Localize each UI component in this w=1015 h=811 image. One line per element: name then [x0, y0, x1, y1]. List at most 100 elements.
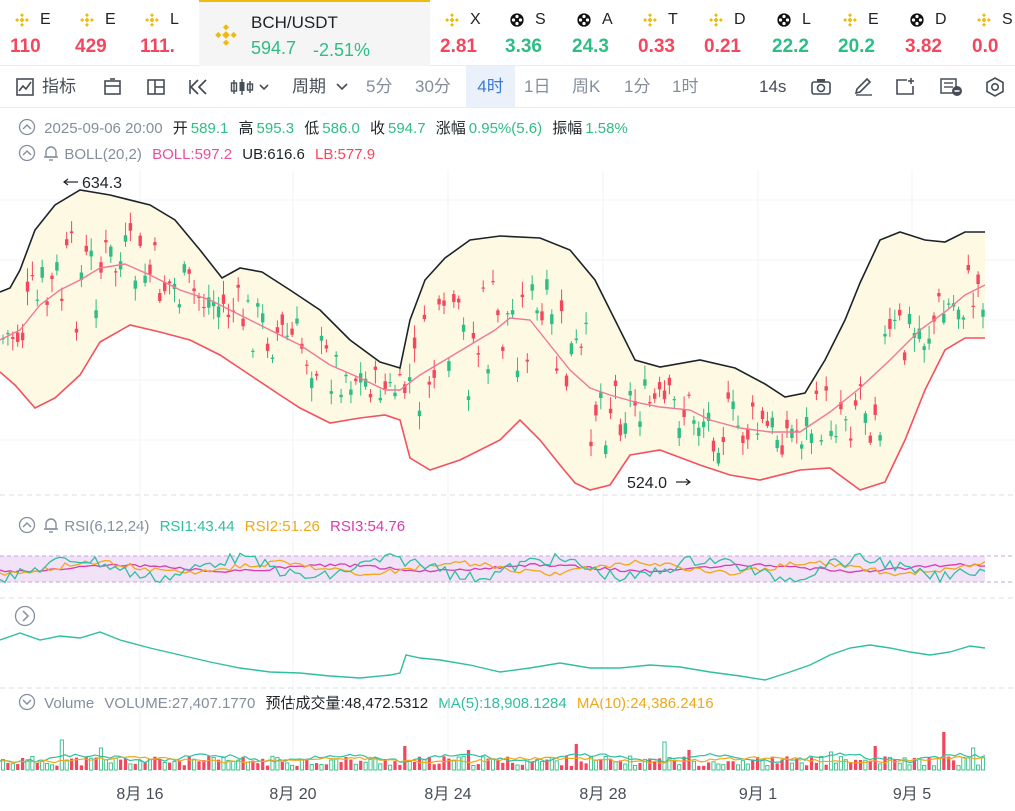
- interval-1m[interactable]: 1分: [624, 77, 651, 96]
- candle-body: [339, 394, 343, 398]
- candle-body: [535, 310, 539, 314]
- volume-bar: [511, 762, 515, 770]
- candle-body: [172, 283, 177, 290]
- ticker-item[interactable]: S 3.36: [495, 0, 562, 66]
- indicators-label: 指标: [42, 77, 76, 96]
- candle-body: [349, 389, 353, 395]
- volume-bar: [917, 758, 922, 771]
- candle-body: [613, 380, 618, 387]
- candle-body: [657, 382, 662, 390]
- volume-bar: [677, 764, 682, 771]
- ticker-item[interactable]: E 20.2: [828, 0, 895, 66]
- volume-bar: [147, 758, 153, 771]
- candle-body: [697, 427, 701, 436]
- volume-bar: [936, 758, 941, 771]
- ticker-item[interactable]: A 24.3: [562, 0, 628, 66]
- interval-1d[interactable]: 1日: [524, 77, 551, 96]
- replay-button[interactable]: [188, 66, 210, 107]
- volume-bar: [593, 759, 598, 771]
- bnb-icon: [843, 13, 857, 27]
- interval-4h[interactable]: 4时: [466, 66, 515, 107]
- volume-bar: [854, 759, 858, 770]
- ticker-price: 0.0: [972, 36, 999, 57]
- screenshot-button[interactable]: [810, 66, 832, 107]
- ticker-item[interactable]: S 0.0: [962, 0, 1015, 66]
- volume-bar: [868, 760, 872, 770]
- candle-body: [961, 317, 966, 320]
- ticker-item[interactable]: D 0.21: [694, 0, 762, 66]
- candle-body: [878, 435, 882, 441]
- candle-body: [452, 294, 456, 302]
- volume-bar: [456, 756, 461, 771]
- volume-bar: [266, 765, 270, 770]
- candle-body: [99, 262, 103, 273]
- collapse-icon[interactable]: [18, 693, 36, 711]
- alpha-icon: [510, 13, 524, 27]
- interval-1h[interactable]: 1时: [672, 77, 699, 96]
- interval-1w[interactable]: 周K: [572, 77, 601, 96]
- volume-bar: [873, 746, 877, 770]
- candle-body: [785, 419, 789, 429]
- candle-body: [574, 338, 578, 341]
- volume-bar: [765, 765, 770, 771]
- candle-body: [197, 296, 201, 298]
- ticker-item[interactable]: E 110: [0, 0, 65, 66]
- interval-30m[interactable]: 30分: [415, 77, 451, 96]
- ticker-item[interactable]: T 0.33: [628, 0, 694, 66]
- add-indicator-button[interactable]: [895, 66, 917, 107]
- candle-body: [819, 440, 823, 442]
- collapse-icon[interactable]: [18, 144, 36, 162]
- volume-bar: [98, 747, 104, 771]
- ticker-symbol: S: [535, 11, 546, 28]
- volume-bar: [535, 759, 540, 771]
- amplitude-label: 振幅: [552, 120, 583, 137]
- settings-button[interactable]: [984, 66, 1006, 107]
- candle-body: [305, 364, 309, 366]
- candle-body: [809, 433, 814, 444]
- boll-mid-value: BOLL:597.2: [152, 146, 233, 163]
- high-marker-arrow: [63, 178, 69, 186]
- multi-chart-button[interactable]: [146, 66, 166, 107]
- alpha-icon: [910, 13, 924, 27]
- volume-bar: [59, 739, 64, 771]
- volume-bar: [931, 765, 937, 771]
- interval-5m[interactable]: 5分: [366, 77, 393, 96]
- collapse-icon[interactable]: [18, 516, 36, 534]
- indicators-button[interactable]: 指标: [16, 66, 86, 107]
- chart-icon: [16, 78, 34, 96]
- volume-bar: [682, 756, 686, 770]
- draw-tool-button[interactable]: [853, 66, 875, 107]
- collapse-icon[interactable]: [18, 118, 36, 136]
- ticker-item[interactable]: E 429: [65, 0, 130, 66]
- period-dropdown[interactable]: 周期: [292, 66, 352, 107]
- depth-toggle-button[interactable]: [940, 66, 964, 107]
- gear-icon: [986, 77, 1004, 97]
- candle-body: [359, 373, 363, 383]
- bell-icon[interactable]: [42, 144, 60, 162]
- ticker-item[interactable]: L 111.: [130, 0, 199, 66]
- candle-body: [902, 352, 907, 361]
- ticker-item[interactable]: L 22.2: [762, 0, 828, 66]
- volume-bar: [824, 764, 828, 770]
- volume-bar: [108, 762, 113, 771]
- expand-pane-icon[interactable]: [14, 605, 36, 627]
- candle-body: [128, 223, 133, 231]
- drawing-sidebar-toggle[interactable]: [103, 66, 123, 107]
- volume-ma10-line: [0, 755, 986, 764]
- ticker-change: -2.51%: [313, 40, 371, 60]
- x-axis-label: 9月 5: [893, 786, 931, 803]
- ticker-item[interactable]: BCH/USDT 594.7 -2.51%: [199, 0, 430, 66]
- ticker-item[interactable]: X 2.81: [430, 0, 495, 66]
- ticker-item[interactable]: D 3.82: [895, 0, 962, 66]
- candle-body: [138, 235, 142, 246]
- volume-bar: [363, 761, 368, 771]
- rsi-info-row: RSI(6,12,24) RSI1:43.44 RSI2:51.26 RSI3:…: [18, 516, 1015, 535]
- candle-body: [158, 293, 162, 302]
- candle-body: [795, 430, 799, 433]
- bell-icon[interactable]: [42, 516, 60, 534]
- volume-bar: [740, 760, 745, 771]
- volume-bar: [138, 760, 143, 771]
- candle-body: [604, 445, 608, 455]
- volume-bar: [525, 760, 530, 771]
- chart-type-dropdown[interactable]: [230, 66, 274, 107]
